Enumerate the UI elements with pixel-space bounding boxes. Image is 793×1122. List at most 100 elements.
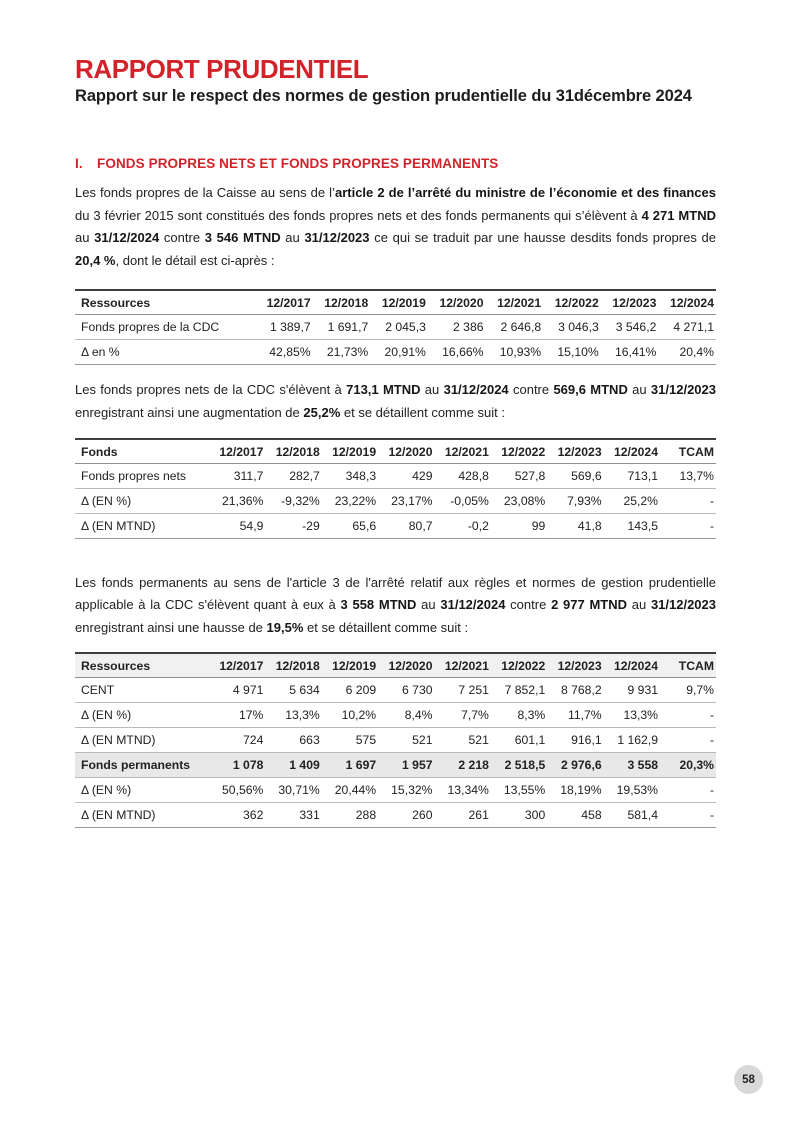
table-cell: 21,36% [209, 488, 266, 514]
table-cell: 348,3 [321, 463, 379, 489]
table-cell: 601,1 [490, 727, 548, 754]
column-header: 12/2018 [312, 290, 371, 316]
table-cell: 30,71% [265, 777, 322, 804]
row-label: Δ (EN MTND) [75, 727, 209, 754]
row-label: Δ (EN %) [75, 777, 209, 804]
column-header: Fonds [75, 438, 209, 464]
document-page: RAPPORT PRUDENTIEL Rapport sur le respec… [75, 54, 717, 829]
table-row: Fonds propres nets 311,7 282,7 348,3 429 428,… [75, 463, 716, 489]
row-label: Δ (EN %) [75, 488, 209, 514]
table-cell: 300 [524, 808, 546, 823]
table-cell: 15,32% [378, 777, 435, 804]
table-cell: -9,32% [265, 488, 322, 514]
table-cell: 282,7 [265, 463, 322, 489]
table-cell: 4 971 [209, 677, 266, 704]
table-cell: 8,3% [490, 702, 548, 729]
table-cell: 21,73% [326, 345, 369, 360]
table-cell: 1 389,7 [255, 314, 313, 341]
table-cell: -0,2 [467, 518, 489, 533]
table-cell: 3 558 [603, 752, 660, 779]
table-cell: 143,5 [627, 518, 659, 533]
table-cell: 17% [209, 702, 266, 729]
table-cell: 2 045,3 [370, 314, 428, 341]
table-fonds-permanents: Ressources 12/2017 12/2018 12/2019 12/2020 12… [75, 652, 716, 829]
table-row: Fonds propres de la CDC 1 389,7 1 691,7 2 0… [75, 314, 716, 341]
paragraph-fonds-permanents: Les fonds permanents au sens de l'articl… [75, 574, 717, 635]
table-cell: 458 [581, 808, 602, 823]
data-table: Ressources 12/2017 12/2018 12/2019 12/2020 12… [75, 652, 716, 829]
table-cell: 1 162,9 [603, 727, 660, 754]
table-cell: - [660, 777, 716, 804]
column-header: TCAM [660, 438, 716, 464]
column-header: TCAM [660, 653, 716, 679]
data-table: Ressources 12/2017 12/2018 12/2019 12/2020 12… [75, 289, 716, 366]
table-cell: 13,7% [660, 463, 716, 489]
table-row: Δ (EN MTND) 724 663 575 521 521 601,1 916,1 1 16… [75, 727, 716, 754]
table-cell: 41,8 [577, 518, 602, 533]
table-cell: -0,05% [434, 488, 491, 514]
table-cell: 3 546,2 [600, 314, 659, 341]
column-header: 12/2024 [603, 653, 660, 679]
column-header: 12/2022 [490, 653, 548, 679]
section-numeral: I. [75, 156, 83, 171]
table-cell: 65,6 [352, 518, 377, 533]
table-row: CENT 4 971 5 634 6 209 6 730 7 251 7 852,1 8 76… [75, 677, 716, 704]
table-cell: 3 046,3 [543, 314, 601, 341]
table-cell: 20,4% [679, 345, 714, 360]
column-header: Ressources [75, 653, 209, 679]
table-cell: 581,4 [627, 808, 659, 823]
table-cell: 288 [355, 808, 377, 823]
table-cell: 99 [531, 518, 546, 533]
row-label: CENT [75, 677, 209, 704]
table-header-row: Ressources 12/2017 12/2018 12/2019 12/2020 12… [75, 653, 716, 679]
table-cell: 16,66% [442, 345, 484, 360]
row-label: Δ (EN MTND) [81, 808, 156, 823]
table-row: Δ (EN %) 21,36% -9,32% 23,22% 23,17% -0,05% 23… [75, 488, 716, 514]
table-cell: 13,55% [490, 777, 548, 804]
table-cell: 25,2% [603, 488, 660, 514]
table-cell: 713,1 [603, 463, 660, 489]
table-cell: 4 271,1 [658, 314, 716, 341]
row-label: Fonds propres nets [75, 463, 209, 489]
table-cell: 10,93% [499, 345, 542, 360]
table-cell: - [709, 518, 714, 533]
paragraph-fonds-propres-nets: Les fonds propres nets de la CDC s'élève… [75, 382, 716, 420]
column-header: 12/2023 [600, 290, 659, 316]
column-header: Ressources [75, 290, 255, 316]
column-header: 12/2017 [255, 290, 313, 316]
row-label: Fonds propres de la CDC [75, 314, 255, 341]
page-subtitle: Rapport sur le respect des normes de ges… [75, 87, 692, 105]
section-heading: I. FONDS PROPRES NETS ET FONDS PROPRES P… [75, 156, 716, 171]
table-cell: 261 [468, 808, 489, 823]
table-cell: 527,8 [490, 463, 548, 489]
table-cell: 13,34% [434, 777, 491, 804]
table-cell: 20,3% [660, 752, 716, 779]
table-fonds-propres-cdc: Ressources 12/2017 12/2018 12/2019 12/2020 12… [75, 289, 716, 366]
table-header-row: Fonds 12/2017 12/2018 12/2019 12/2020 12/2021… [75, 438, 716, 464]
table-cell: 23,08% [490, 488, 548, 514]
table-row: Fonds permanents 1 078 1 409 1 697 1 957 2 21… [75, 752, 716, 779]
column-header: 12/2017 [209, 438, 266, 464]
page-number-badge: 58 [734, 1065, 763, 1094]
table-cell: 23,22% [321, 488, 379, 514]
table-row: Δ (EN MTND) 362 331 288 260 261 300 458 581,4 - [75, 803, 716, 828]
table-cell: 521 [378, 727, 435, 754]
column-header: 12/2022 [543, 290, 601, 316]
table-cell: 5 634 [265, 677, 322, 704]
column-header: 12/2020 [378, 653, 435, 679]
table-cell: 569,6 [547, 463, 604, 489]
table-cell: 16,41% [615, 345, 657, 360]
page-title: RAPPORT PRUDENTIEL [75, 54, 369, 84]
table-cell: 7,7% [434, 702, 491, 729]
column-header: 12/2022 [490, 438, 548, 464]
table-cell: 7 251 [434, 677, 491, 704]
table-cell: 521 [434, 727, 491, 754]
column-header: 12/2017 [209, 653, 266, 679]
column-header: 12/2020 [427, 290, 486, 316]
table-cell: 428,8 [434, 463, 491, 489]
table-cell: - [660, 702, 716, 729]
table-cell: 663 [265, 727, 322, 754]
table-cell: 20,44% [321, 777, 379, 804]
table-cell: 331 [299, 808, 320, 823]
table-cell: 50,56% [209, 777, 266, 804]
